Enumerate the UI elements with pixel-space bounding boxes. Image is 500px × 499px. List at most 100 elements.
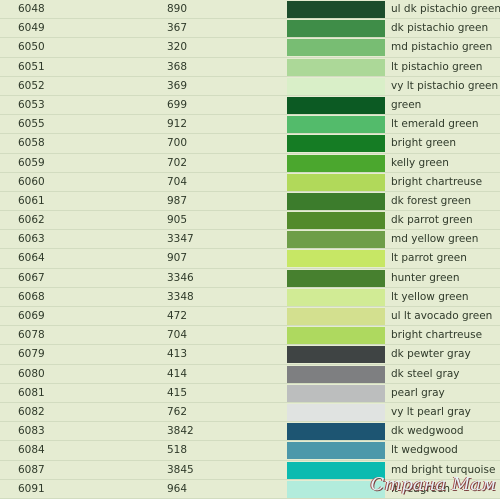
color-swatch: [287, 192, 385, 210]
table-row: 6069 472 ul lt avocado green: [0, 307, 500, 327]
color-swatch: [287, 461, 385, 479]
table-row: 6083 3842 dk wedgwood: [0, 422, 500, 442]
color-swatch: [287, 288, 385, 306]
dmc-number: 3348: [167, 290, 194, 303]
color-code: 6080: [18, 367, 45, 380]
color-name: hunter green: [391, 271, 460, 284]
table-row: 6078 704 bright chartreuse: [0, 326, 500, 346]
color-code: 6087: [18, 463, 45, 476]
color-code: 6083: [18, 425, 45, 438]
dmc-number: 320: [167, 41, 188, 54]
color-code: 6068: [18, 290, 45, 303]
dmc-number: 699: [167, 98, 188, 111]
color-name: dk forest green: [391, 194, 472, 207]
dmc-number: 912: [167, 118, 188, 131]
color-code: 6053: [18, 98, 45, 111]
color-swatch: [287, 365, 385, 383]
color-name: lt wedgwood: [391, 444, 458, 457]
dmc-number: 414: [167, 367, 188, 380]
table-row: 6062 905 dk parrot green: [0, 211, 500, 231]
watermark-logo: Страна Мам: [370, 474, 497, 495]
table-row: 6068 3348 lt yellow green: [0, 288, 500, 307]
dmc-number: 702: [167, 156, 188, 169]
table-row: 6084 518 lt wedgwood: [0, 441, 500, 461]
dmc-number: 413: [167, 348, 188, 361]
color-code: 6067: [18, 271, 45, 284]
table-row: 6058 700 bright green: [0, 134, 500, 154]
table-row: 6067 3346 hunter green: [0, 269, 500, 288]
table-row: 6051 368 lt pistachio green: [0, 58, 500, 77]
dmc-number: 987: [167, 194, 188, 207]
color-code: 6079: [18, 348, 45, 361]
color-code: 6049: [18, 22, 45, 35]
table-row: 6048 890 ul dk pistachio green: [0, 0, 500, 20]
table-row: 6080 414 dk steel gray: [0, 365, 500, 384]
dmc-number: 367: [167, 22, 188, 35]
color-code: 6091: [18, 482, 45, 495]
color-name: dk pewter gray: [391, 348, 471, 361]
color-code: 6062: [18, 214, 45, 227]
color-swatch: [287, 308, 385, 325]
dmc-number: 905: [167, 214, 188, 227]
color-name: lt seagreen: [391, 482, 451, 495]
color-swatch: [287, 480, 385, 498]
color-swatch: [287, 39, 385, 57]
color-name: bright green: [391, 137, 456, 150]
color-name: dk pistachio green: [391, 22, 489, 35]
dmc-number: 368: [167, 60, 188, 73]
dmc-number: 890: [167, 3, 188, 15]
table-row: 6079 413 dk pewter gray: [0, 345, 500, 365]
color-swatch: [287, 327, 385, 345]
color-name: dk parrot green: [391, 214, 473, 227]
table-row: 6053 699 green: [0, 96, 500, 116]
color-code: 6078: [18, 329, 45, 342]
color-swatch: [287, 423, 385, 441]
table-row: 6082 762 vy lt pearl gray: [0, 403, 500, 423]
color-swatch: [287, 346, 385, 364]
table-row: 6063 3347 md yellow green: [0, 230, 500, 250]
dmc-number: 3346: [167, 271, 194, 284]
dmc-number: 415: [167, 386, 188, 399]
dmc-number: 3842: [167, 425, 194, 438]
dmc-number: 704: [167, 329, 188, 342]
color-swatch: [287, 442, 385, 460]
color-swatch: [287, 154, 385, 172]
color-name: md pistachio green: [391, 41, 493, 54]
dmc-number: 907: [167, 252, 188, 265]
dmc-number: 3347: [167, 233, 194, 246]
color-name: ul lt avocado green: [391, 310, 493, 322]
color-swatch: [287, 135, 385, 153]
color-name: lt yellow green: [391, 290, 469, 303]
color-name: vy lt pistachio green: [391, 79, 499, 92]
color-swatch: [287, 403, 385, 421]
color-code: 6060: [18, 175, 45, 188]
color-name: pearl gray: [391, 386, 445, 399]
color-name: dk wedgwood: [391, 425, 464, 438]
table-row: 6059 702 kelly green: [0, 154, 500, 173]
color-name: lt parrot green: [391, 252, 467, 265]
color-name: lt pistachio green: [391, 60, 483, 73]
color-swatch: [287, 116, 385, 134]
color-code: 6063: [18, 233, 45, 246]
dmc-number: 700: [167, 137, 188, 150]
dmc-number: 964: [167, 482, 188, 495]
color-name: ul dk pistachio green: [391, 3, 500, 15]
color-code: 6084: [18, 444, 45, 457]
color-swatch: [287, 58, 385, 76]
color-swatch: [287, 1, 385, 18]
color-swatch: [287, 173, 385, 191]
color-swatch: [287, 231, 385, 249]
table-row: 6087 3845 md bright turquoise: [0, 461, 500, 480]
dmc-number: 472: [167, 310, 188, 322]
table-row: 6061 987 dk forest green: [0, 192, 500, 212]
color-code: 6048: [18, 3, 45, 15]
color-swatch: [287, 77, 385, 95]
dmc-number: 762: [167, 405, 188, 418]
color-code: 6069: [18, 310, 45, 322]
table-row: 6091 964 lt seagreen: [0, 480, 500, 499]
table-row: 6049 367 dk pistachio green: [0, 19, 500, 39]
color-code: 6081: [18, 386, 45, 399]
color-name: md bright turquoise: [391, 463, 496, 476]
color-swatch: [287, 20, 385, 38]
